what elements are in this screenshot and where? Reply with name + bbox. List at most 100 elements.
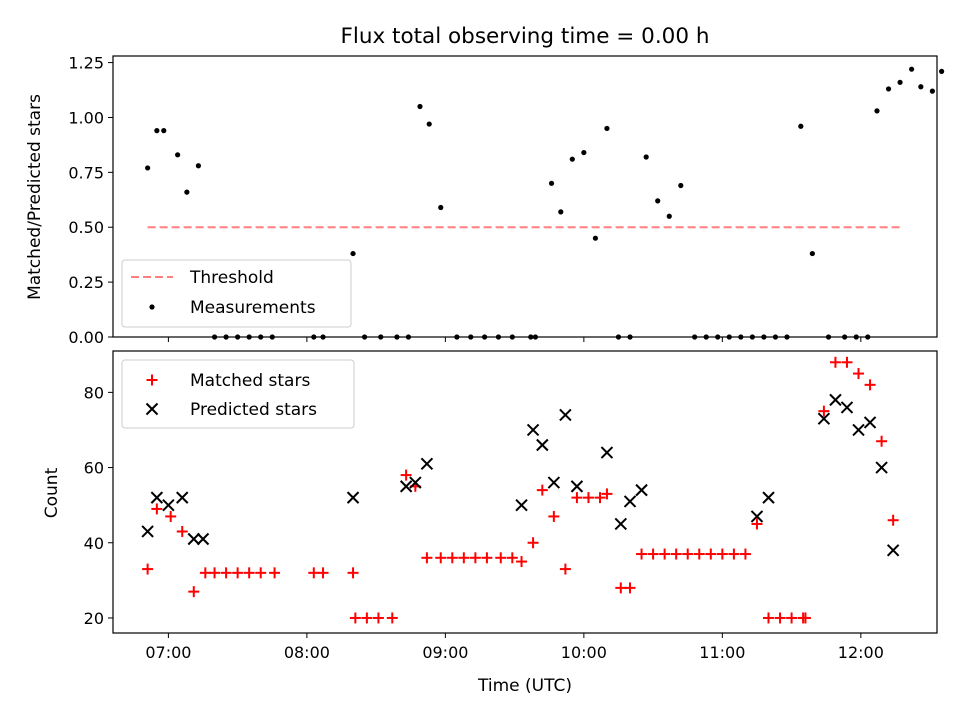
matched-star-point <box>220 567 232 579</box>
matched-star-point <box>582 492 594 504</box>
matched-star-point <box>682 548 694 560</box>
matched-star-point <box>571 492 583 504</box>
matched-star-point <box>728 548 740 560</box>
predicted-star-point <box>409 476 422 489</box>
matched-star-point <box>716 548 728 560</box>
legend-predicted-swatch-b <box>145 402 159 416</box>
matched-star-point <box>739 548 751 560</box>
measurement-point <box>784 334 790 340</box>
measurement-point <box>468 334 474 340</box>
predicted-star-point <box>863 416 877 429</box>
predicted-star-point-b <box>570 480 584 493</box>
predicted-star-point <box>750 510 764 523</box>
predicted-star-point <box>614 517 627 531</box>
measurement-point <box>184 189 190 195</box>
matched-star-point <box>864 379 876 391</box>
measurement-point <box>378 334 384 340</box>
matched-star-point <box>269 567 281 579</box>
matched-star-point <box>624 582 636 594</box>
matched-star-point <box>659 548 671 560</box>
measurement-point <box>246 334 252 340</box>
measurement-point <box>865 334 871 340</box>
top-y-tick-label: 0.25 <box>68 273 104 292</box>
predicted-star-point-b <box>559 408 572 422</box>
measurement-point <box>692 334 698 340</box>
measurement-point <box>885 86 892 92</box>
predicted-star-point <box>526 423 540 437</box>
matched-star-point <box>799 612 811 624</box>
matched-star-point <box>887 514 899 526</box>
measurement-point <box>350 250 356 257</box>
measurement-point <box>195 163 202 169</box>
x-tick-label: 12:00 <box>838 643 884 662</box>
matched-star-point <box>435 552 447 564</box>
top-plot-frame <box>112 55 938 338</box>
matched-star-point <box>536 484 548 496</box>
matched-star-point <box>151 503 163 515</box>
measurement-point <box>715 334 721 340</box>
measurement-point <box>809 250 815 257</box>
measurement-point <box>749 334 755 340</box>
predicted-star-point <box>420 457 434 471</box>
measurement-point <box>842 334 848 340</box>
matched-star-point <box>615 582 627 594</box>
top-y-tick-label: 1.25 <box>68 54 104 73</box>
x-tick-label: 11:00 <box>699 643 745 662</box>
legend-predicted-swatch <box>145 402 159 416</box>
predicted-star-point-b <box>852 423 865 437</box>
predicted-star-point-b <box>515 498 528 512</box>
matched-star-point <box>548 510 560 522</box>
bottom-plot-frame <box>112 350 938 634</box>
predicted-star-point-b <box>409 476 422 489</box>
matched-star-point <box>829 356 841 368</box>
matched-star-point <box>481 552 493 564</box>
predicted-star-point-b <box>547 476 561 489</box>
measurement-point <box>269 334 275 340</box>
predicted-star-point <box>559 408 572 422</box>
predicted-star-point-b <box>614 517 627 531</box>
top-ylabel: Matched/Predicted stars <box>25 94 45 300</box>
predicted-star-point-b <box>635 483 648 497</box>
predicted-star-point <box>886 544 900 557</box>
measurement-point <box>655 198 661 204</box>
measurement-point <box>929 88 935 94</box>
x-tick-label: 07:00 <box>145 643 191 662</box>
predicted-star-point <box>536 438 549 452</box>
predicted-star-point-b <box>536 438 549 452</box>
top-y-tick-label: 1.00 <box>68 108 104 127</box>
measurement-point <box>223 334 229 340</box>
legend-threshold-label: Threshold <box>189 268 274 288</box>
measurement-point <box>311 334 317 340</box>
top-legend: Threshold Measurements <box>121 259 352 328</box>
x-tick-label: 08:00 <box>284 643 330 662</box>
predicted-star-point-b <box>863 416 877 429</box>
predicted-star-point-b <box>420 457 434 471</box>
predicted-star-point <box>141 525 154 538</box>
measurement-point <box>897 79 903 85</box>
predicted-star-point-b <box>141 525 154 538</box>
matched-star-point <box>818 405 830 417</box>
measurement-point <box>825 334 832 340</box>
bottom-y-tick-label: 40 <box>84 534 104 553</box>
matched-star-point <box>876 435 888 447</box>
predicted-star-point <box>762 491 775 504</box>
bottom-panel: 07:00 08:00 09:00 10:00 11:00 12:00 20 40 60 80 Ma… <box>84 350 938 662</box>
measurement-point <box>798 123 804 129</box>
predicted-star-point <box>176 491 189 504</box>
measurement-point <box>258 334 264 340</box>
predicted-star-point <box>346 491 360 504</box>
x-tick-label: 09:00 <box>422 643 468 662</box>
predicted-star-point <box>187 532 200 546</box>
predicted-star-point <box>150 491 164 504</box>
measurement-point <box>426 121 432 127</box>
predicted-star-point <box>600 446 614 459</box>
legend-predicted-label: Predicted stars <box>190 400 317 420</box>
matched-star-point <box>506 552 518 564</box>
matched-star-point <box>232 567 244 579</box>
matched-star-point <box>594 492 606 504</box>
predicted-star-point <box>399 480 413 493</box>
legend-matched-swatch <box>146 374 158 386</box>
measurement-point <box>438 204 444 211</box>
legend-measurements-label: Measurements <box>190 298 316 318</box>
bottom-y-tick-label: 80 <box>84 383 104 402</box>
